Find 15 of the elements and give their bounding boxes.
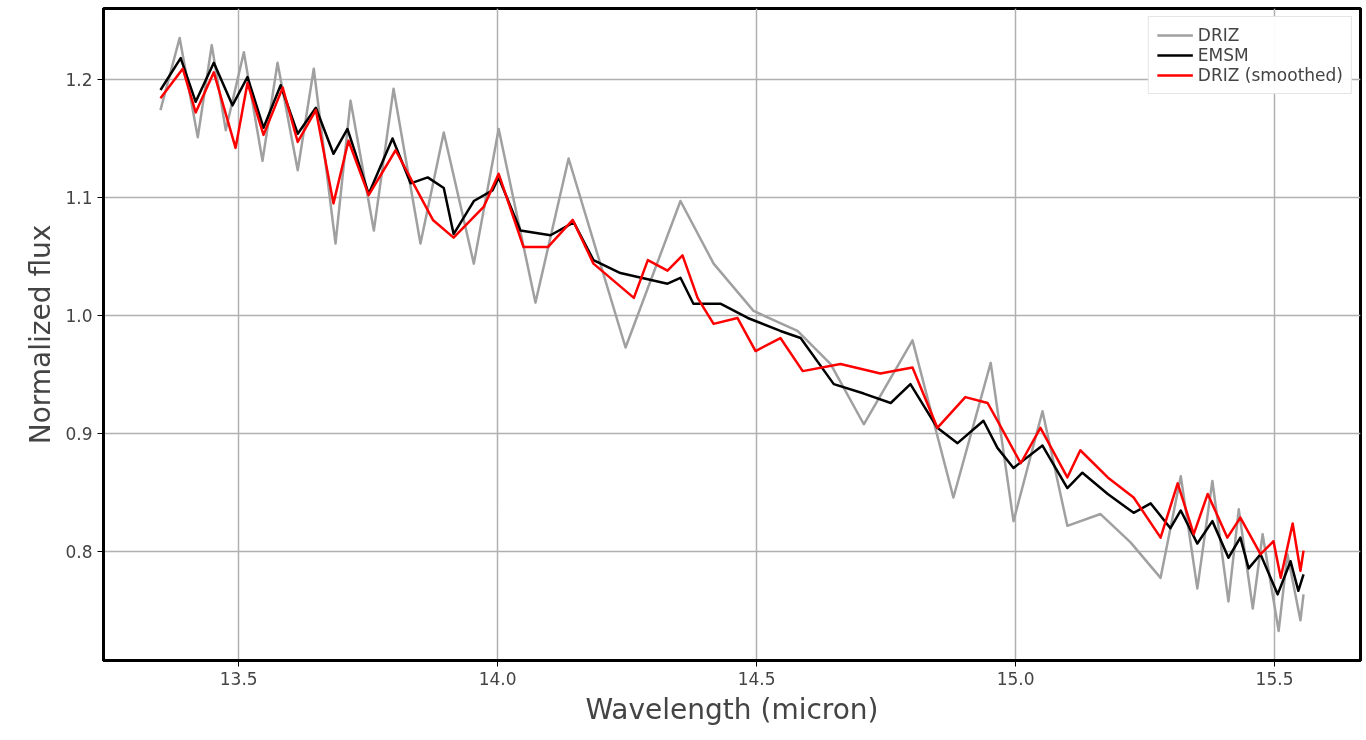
legend-label: EMSM bbox=[1197, 45, 1249, 65]
legend-label: DRIZ (smoothed) bbox=[1197, 65, 1343, 85]
x-tick-label: 15.5 bbox=[1255, 668, 1294, 689]
y-tick-label: 0.8 bbox=[65, 542, 93, 563]
x-tick-label: 14.5 bbox=[737, 668, 776, 689]
y-tick-label: 1.1 bbox=[65, 187, 93, 208]
y-tick-label: 1.2 bbox=[65, 69, 93, 90]
x-tick-label: 15.0 bbox=[996, 668, 1035, 689]
x-tick-label: 14.0 bbox=[478, 668, 517, 689]
x-axis-title: Wavelength (micron) bbox=[585, 692, 879, 726]
y-tick-label: 1.0 bbox=[65, 306, 93, 327]
y-axis-title: Normalized flux bbox=[24, 224, 58, 445]
legend-label: DRIZ bbox=[1197, 25, 1240, 45]
y-tick-label: 0.9 bbox=[65, 424, 93, 445]
x-tick-label: 13.5 bbox=[219, 668, 258, 689]
